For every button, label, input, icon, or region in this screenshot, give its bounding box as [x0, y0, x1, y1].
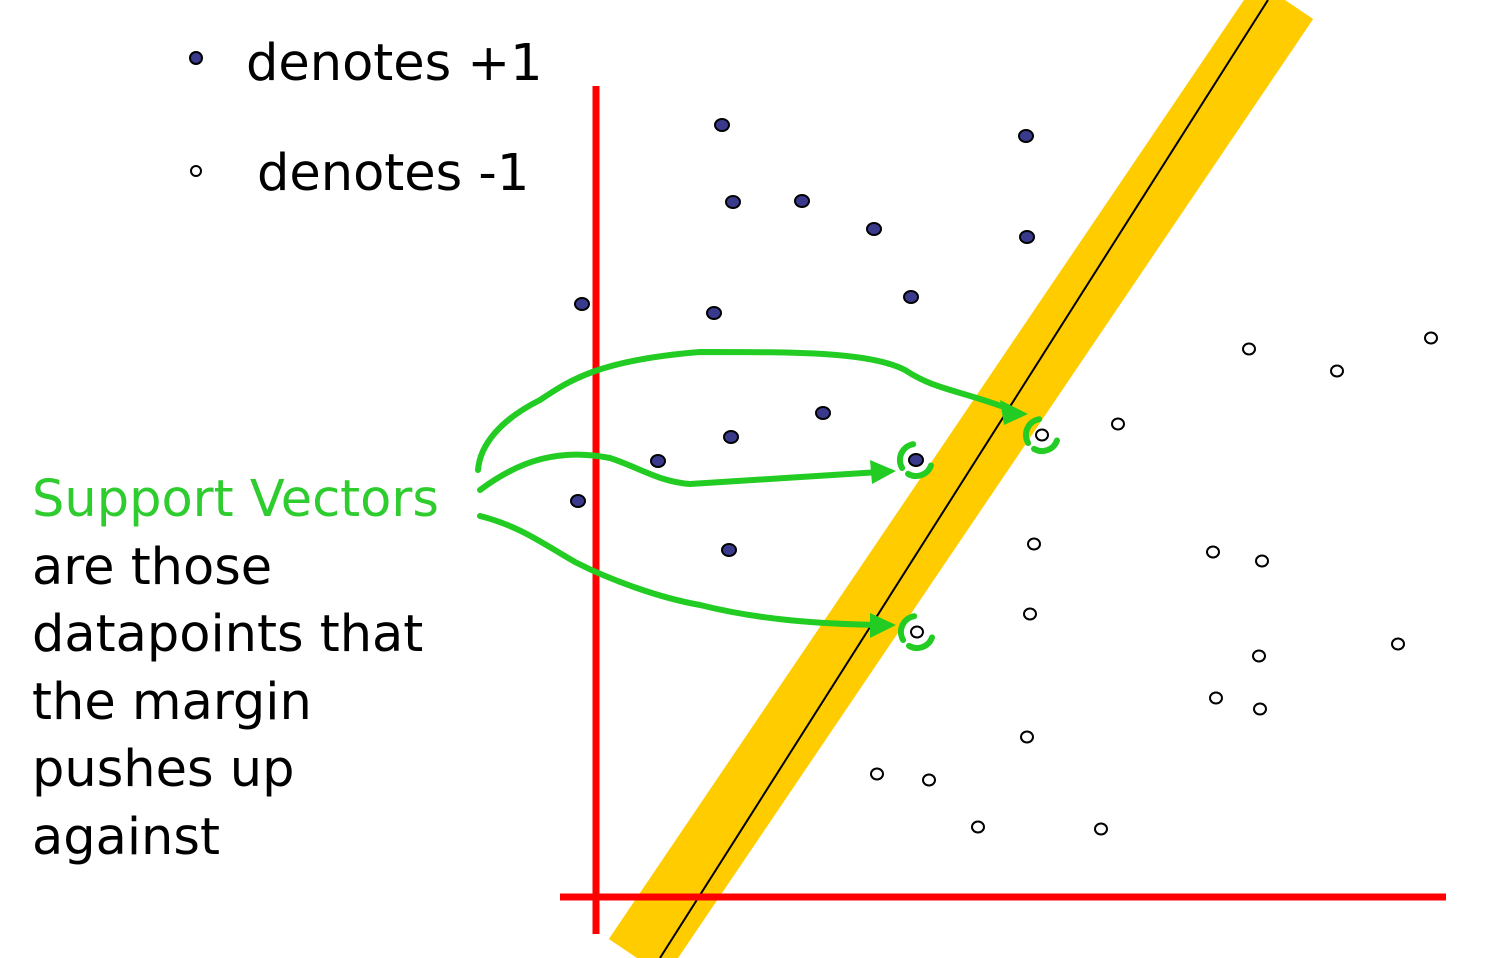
- negative-point: [1242, 342, 1256, 356]
- decision-boundary: [659, 0, 1269, 958]
- caption-line: against: [32, 807, 220, 867]
- support-vector-arrows: [475, 349, 1028, 638]
- negative-point: [1035, 428, 1049, 442]
- arrowhead-lower: [870, 613, 896, 638]
- legend-positive-marker: [189, 51, 203, 65]
- negative-point: [1209, 691, 1223, 705]
- arrow-to-middle-support-vector: [477, 451, 883, 493]
- support-vector-ring: [896, 441, 917, 471]
- support-vector-ring: [1031, 437, 1060, 454]
- positive-point: [1019, 230, 1035, 244]
- positive-point: [908, 453, 924, 467]
- positive-point: [570, 494, 586, 508]
- negative-point: [971, 820, 985, 834]
- positive-point: [706, 306, 722, 320]
- negative-point: [870, 767, 884, 781]
- positive-point: [1018, 129, 1034, 143]
- negative-point: [1255, 554, 1269, 568]
- negative-point: [910, 625, 924, 639]
- negative-point: [1206, 545, 1220, 559]
- negative-point: [1391, 637, 1405, 651]
- negative-point: [1111, 417, 1125, 431]
- positive-point: [721, 543, 737, 557]
- support-vector-ring: [906, 634, 935, 651]
- positive-point: [903, 290, 919, 304]
- negative-point: [1020, 730, 1034, 744]
- margin-band: [608, 0, 1314, 958]
- caption-line: pushes up: [32, 740, 295, 799]
- support-vector-marks: [896, 416, 1060, 651]
- positive-point: [723, 430, 739, 444]
- caption-line: the margin: [32, 672, 312, 732]
- caption-line: are those: [32, 537, 273, 597]
- negative-point: [922, 773, 936, 787]
- support-vector-ring: [897, 613, 918, 643]
- negative-point: [1023, 607, 1037, 621]
- data-points: [570, 118, 1438, 836]
- arrow-to-lower-support-vector: [477, 513, 883, 628]
- positive-point: [574, 297, 590, 311]
- positive-point: [725, 195, 741, 209]
- negative-point: [1094, 822, 1108, 836]
- legend-negative-marker: [190, 165, 202, 177]
- arrowhead-middle: [870, 460, 896, 484]
- support-vector-ring: [905, 462, 934, 479]
- caption: Support Vectors are those datapoints tha…: [32, 466, 439, 871]
- positive-point: [794, 194, 810, 208]
- positive-point: [815, 406, 831, 420]
- legend-negative-label: denotes -1: [257, 144, 530, 203]
- arrowhead-upper: [1000, 400, 1028, 425]
- positive-point: [866, 222, 882, 236]
- negative-point: [1252, 649, 1266, 663]
- caption-line: datapoints that: [32, 605, 424, 664]
- caption-highlight: Support Vectors: [32, 470, 439, 529]
- support-vector-ring: [1022, 416, 1043, 446]
- negative-point: [1027, 537, 1041, 551]
- negative-point: [1330, 364, 1344, 378]
- arrow-to-upper-support-vector: [475, 349, 1015, 473]
- positive-point: [650, 454, 666, 468]
- negative-point: [1253, 702, 1267, 716]
- legend-positive-label: denotes +1: [246, 34, 543, 93]
- positive-point: [714, 118, 730, 132]
- negative-point: [1424, 331, 1438, 345]
